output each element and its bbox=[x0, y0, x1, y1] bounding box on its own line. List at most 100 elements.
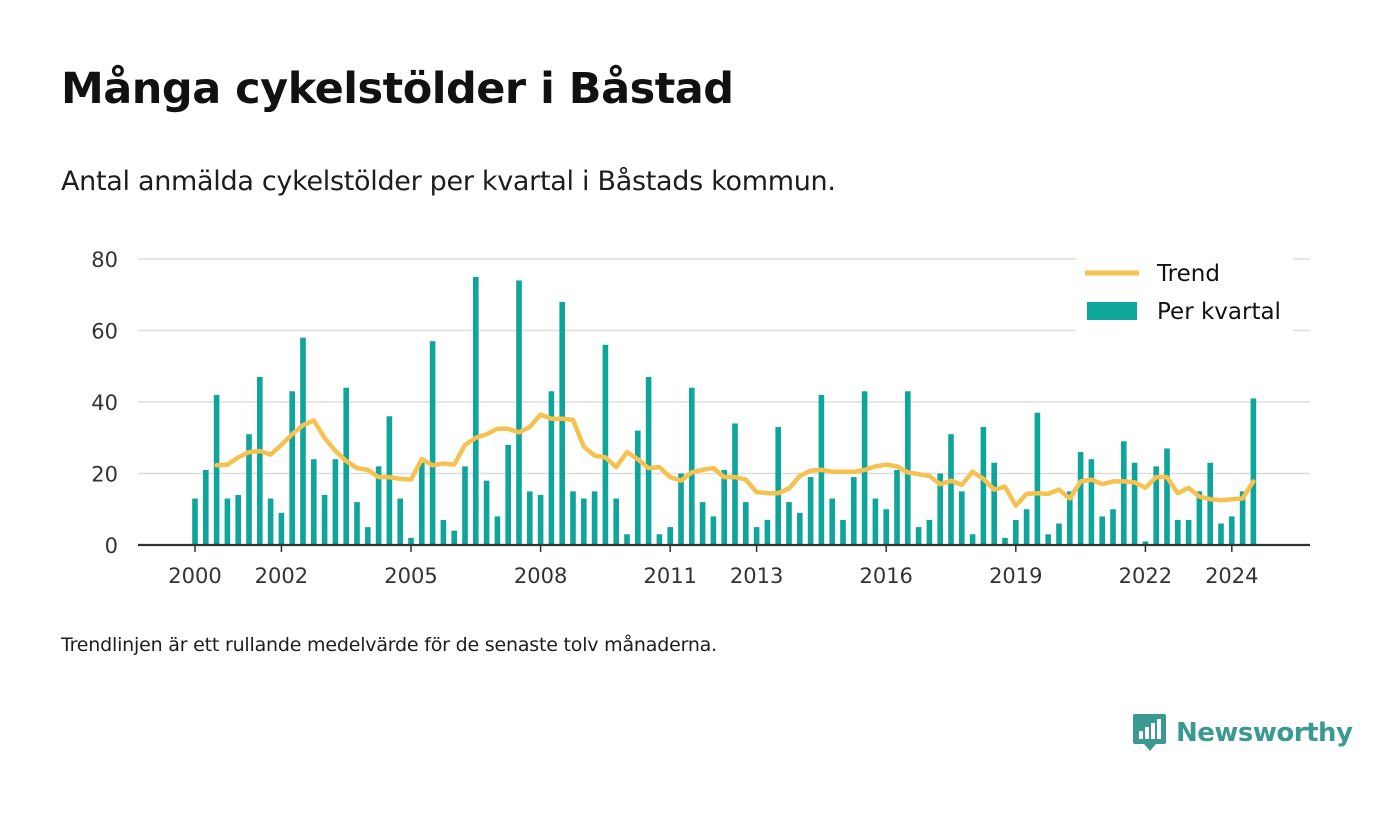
bar bbox=[656, 534, 663, 545]
bar bbox=[278, 512, 285, 545]
bar bbox=[1034, 412, 1041, 545]
bar bbox=[321, 494, 328, 545]
bar bbox=[257, 376, 263, 545]
bar bbox=[1056, 523, 1062, 545]
bar bbox=[732, 423, 738, 545]
bar bbox=[213, 394, 220, 545]
bar bbox=[710, 516, 717, 545]
legend: Trend Per kvartal bbox=[1076, 252, 1293, 334]
bar bbox=[753, 527, 760, 545]
bar bbox=[829, 498, 835, 545]
brand-name: Newsworthy bbox=[1176, 718, 1353, 748]
bar bbox=[537, 494, 544, 545]
x-tick-label: 2016 bbox=[859, 564, 912, 588]
bar bbox=[1229, 516, 1235, 545]
x-tick-label: 2000 bbox=[168, 564, 221, 588]
bar bbox=[797, 512, 803, 545]
bar bbox=[764, 519, 771, 545]
bar bbox=[365, 527, 371, 545]
bar bbox=[354, 502, 360, 545]
newsworthy-logo-icon bbox=[1133, 714, 1166, 751]
bar bbox=[602, 344, 609, 545]
bar bbox=[311, 459, 317, 545]
bar bbox=[246, 434, 252, 545]
legend-trend-label: Trend bbox=[1156, 261, 1220, 287]
bar bbox=[397, 498, 403, 545]
trend-line-group bbox=[214, 412, 1256, 508]
x-tick-label: 2013 bbox=[730, 564, 783, 588]
bar bbox=[743, 502, 749, 545]
bar bbox=[505, 444, 511, 545]
bar bbox=[1207, 462, 1213, 545]
bars bbox=[192, 276, 1257, 545]
bar bbox=[440, 519, 447, 545]
bar bbox=[915, 527, 922, 545]
bar bbox=[786, 502, 792, 545]
x-tick-label: 2008 bbox=[514, 564, 567, 588]
bar bbox=[1218, 523, 1224, 545]
bar bbox=[1131, 462, 1138, 545]
bar bbox=[667, 527, 673, 545]
bar bbox=[1088, 459, 1095, 545]
bar bbox=[462, 466, 468, 545]
bar bbox=[192, 498, 198, 545]
bar bbox=[527, 491, 533, 545]
x-tick-label: 2002 bbox=[255, 564, 308, 588]
bar bbox=[721, 469, 727, 545]
bar bbox=[375, 466, 382, 545]
bar bbox=[1045, 534, 1051, 545]
bar bbox=[1196, 491, 1203, 545]
bar bbox=[807, 477, 814, 545]
bar bbox=[883, 509, 889, 545]
y-tick-label: 40 bbox=[91, 391, 118, 415]
bar bbox=[905, 391, 911, 545]
bar bbox=[624, 534, 630, 545]
bar bbox=[548, 391, 555, 545]
y-tick-label: 60 bbox=[91, 320, 118, 344]
bar bbox=[581, 498, 587, 545]
y-tick-label: 80 bbox=[91, 248, 118, 272]
bar bbox=[635, 430, 641, 545]
x-tick-label: 2024 bbox=[1205, 564, 1258, 588]
bar bbox=[980, 427, 987, 545]
bar bbox=[926, 519, 933, 545]
bar bbox=[419, 462, 425, 545]
bar bbox=[948, 434, 954, 545]
bar bbox=[386, 416, 393, 545]
bar bbox=[473, 276, 479, 545]
bar bbox=[591, 491, 598, 545]
chart-title: Många cykelstölder i Båstad bbox=[61, 64, 734, 114]
bar bbox=[775, 427, 781, 545]
bar bbox=[570, 491, 576, 545]
bar bbox=[937, 473, 943, 545]
legend-background bbox=[1076, 252, 1293, 334]
bar bbox=[1077, 452, 1084, 545]
bar bbox=[645, 376, 652, 545]
bar bbox=[267, 498, 274, 545]
bar bbox=[1239, 491, 1246, 545]
bar bbox=[1175, 519, 1181, 545]
bar bbox=[1002, 537, 1008, 545]
bar bbox=[991, 462, 997, 545]
y-tick-label: 0 bbox=[105, 534, 118, 558]
bar bbox=[1013, 519, 1019, 545]
bar bbox=[1153, 466, 1159, 545]
bar bbox=[429, 341, 436, 545]
bar bbox=[699, 502, 706, 545]
newsworthy-brand[interactable]: Newsworthy bbox=[1133, 713, 1353, 753]
bar bbox=[959, 491, 965, 545]
legend-bars-label: Per kvartal bbox=[1157, 299, 1281, 325]
bar bbox=[1099, 516, 1105, 545]
bar bbox=[451, 530, 457, 545]
bar bbox=[1067, 491, 1073, 545]
bar bbox=[689, 387, 695, 545]
bar bbox=[1142, 541, 1149, 545]
bar bbox=[483, 480, 490, 545]
legend-bars-swatch bbox=[1087, 302, 1137, 320]
bar bbox=[235, 494, 241, 545]
x-axis-ticks: 2000 2002 2005 2008 2011 2013 2016 2019 2022 2024 bbox=[168, 545, 1259, 588]
bar bbox=[494, 516, 501, 545]
bar bbox=[1164, 448, 1170, 545]
bar bbox=[872, 498, 879, 545]
bar bbox=[332, 459, 339, 545]
